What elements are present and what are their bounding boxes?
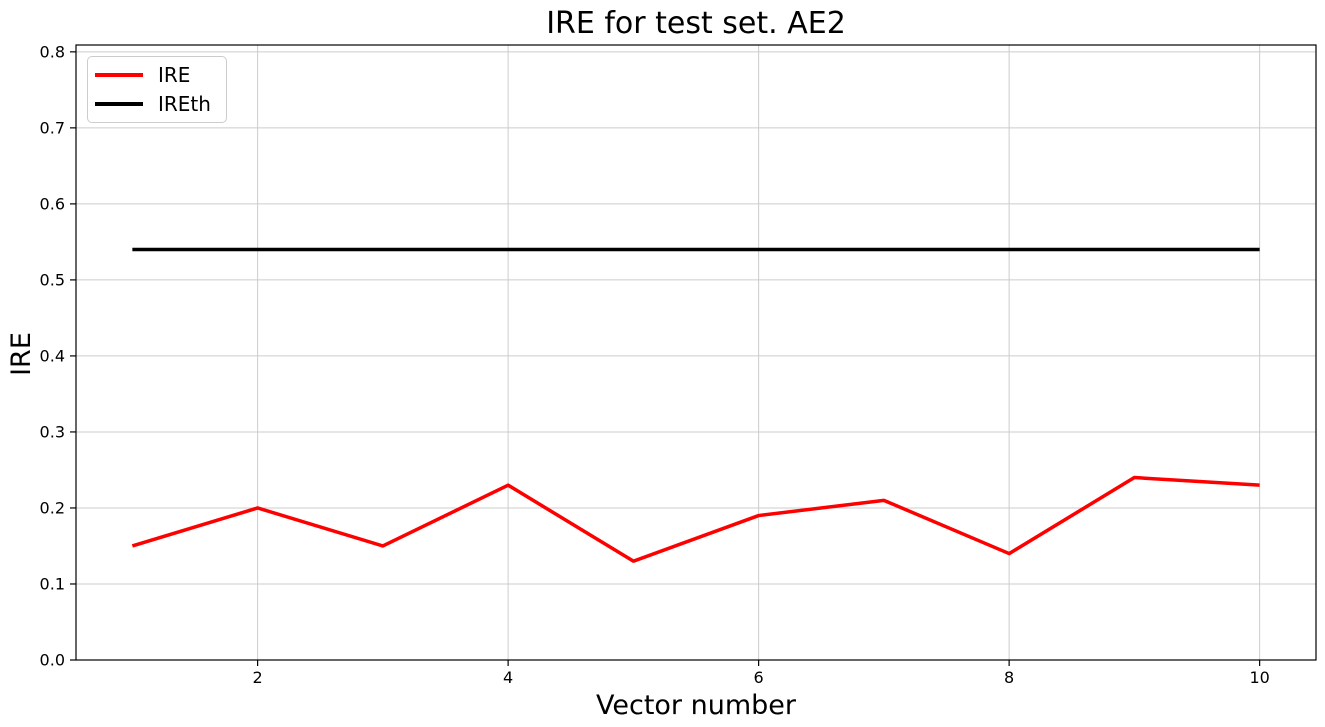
y-tick-label: 0.7 <box>40 118 65 137</box>
y-tick-label: 0.4 <box>40 346 65 365</box>
x-axis-label: Vector number <box>596 690 796 721</box>
y-tick-label: 0.2 <box>40 498 65 517</box>
legend: IRE IREth <box>87 56 227 123</box>
y-tick-label: 0.3 <box>40 422 65 441</box>
legend-item-ireth: IREth <box>95 90 218 118</box>
legend-label-ireth: IREth <box>158 91 211 116</box>
x-tick-label: 8 <box>1004 668 1014 687</box>
y-tick-label: 0.0 <box>40 651 65 670</box>
y-tick-label: 0.1 <box>40 574 65 593</box>
x-tick-label: 10 <box>1249 668 1269 687</box>
x-tick-label: 2 <box>253 668 263 687</box>
x-tick-label: 4 <box>503 668 513 687</box>
x-tick-label: 6 <box>754 668 764 687</box>
y-axis-label: IRE <box>6 332 37 376</box>
y-tick-label: 0.8 <box>40 42 65 61</box>
legend-item-ire: IRE <box>95 61 218 89</box>
axes-frame <box>75 44 1317 661</box>
ireth-line-swatch <box>95 101 143 106</box>
series-line-ire <box>131 475 1260 563</box>
legend-label-ire: IRE <box>158 63 191 88</box>
ire-line-swatch <box>95 73 143 78</box>
chart-title: IRE for test set. AE2 <box>546 6 846 41</box>
y-tick-label: 0.5 <box>40 270 65 289</box>
y-tick-label: 0.6 <box>40 194 65 213</box>
